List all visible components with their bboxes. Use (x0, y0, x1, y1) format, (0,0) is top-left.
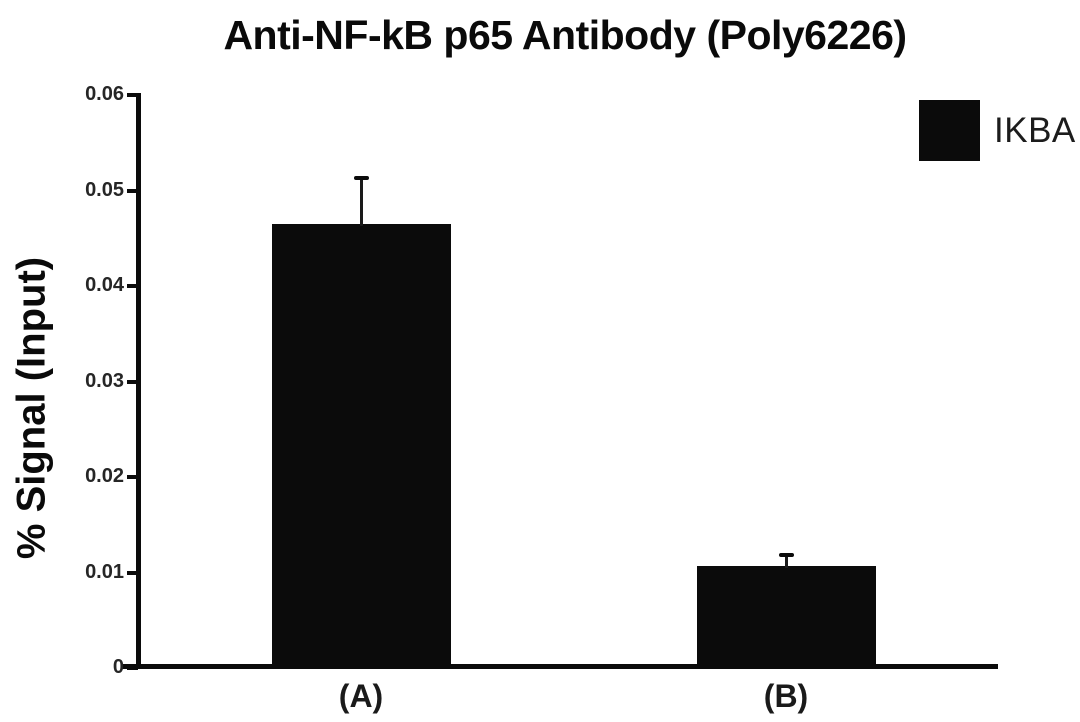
y-tick-mark (127, 570, 138, 575)
y-tick-mark (127, 379, 138, 384)
bar (696, 565, 876, 668)
x-axis-line (122, 664, 998, 669)
y-tick-mark (127, 188, 138, 193)
error-bar-cap (353, 176, 369, 181)
y-tick-label: 0.06 (85, 83, 124, 105)
y-tick-label: 0.03 (85, 369, 124, 392)
x-category-label: (A) (338, 678, 384, 714)
y-tick-mark (127, 475, 138, 479)
chart-title: Anti-NF-kB p65 Antibody (Poly6226) (223, 12, 907, 58)
bar (271, 223, 451, 668)
legend: IKBA (919, 100, 1076, 161)
y-tick-label: 0.02 (85, 465, 124, 487)
y-axis-label: % Signal (Input) (9, 256, 54, 560)
error-bar-cap (778, 553, 794, 558)
y-axis-line (136, 93, 141, 668)
y-tick-mark (127, 93, 138, 97)
y-tick-mark (127, 666, 138, 670)
legend-swatch (919, 100, 980, 161)
y-tick-label: 0 (112, 656, 124, 678)
y-tick-label: 0.04 (85, 274, 124, 296)
error-bar-line (359, 178, 363, 226)
legend-label: IKBA (994, 110, 1076, 150)
error-bar-line (784, 555, 788, 568)
x-category-label: (B) (763, 678, 809, 714)
y-tick-label: 0.05 (85, 178, 124, 201)
y-tick-label: 0.01 (85, 560, 124, 583)
y-tick-mark (127, 284, 138, 288)
